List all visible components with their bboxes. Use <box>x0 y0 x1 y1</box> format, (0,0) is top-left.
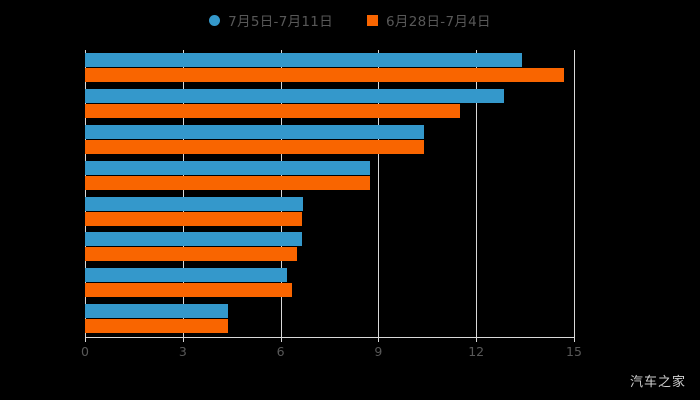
bar-美国-series-2[interactable] <box>85 68 565 82</box>
gridline-x-15 <box>574 50 575 337</box>
bar-日本-series-2[interactable] <box>85 211 302 226</box>
legend-label-series-2: 6月28日-7月4日 <box>386 14 491 30</box>
bar-法国-series-1[interactable] <box>85 232 302 247</box>
bar-其他-series-1[interactable] <box>85 304 229 319</box>
bar-英国-series-2[interactable] <box>85 175 371 190</box>
bar-中国-series-2[interactable] <box>85 283 292 298</box>
gridline-x-0 <box>85 50 86 337</box>
chart-row: 德国 <box>85 86 574 122</box>
chart-legend: 7月5日-7月11日 6月28日-7月4日 <box>0 8 700 32</box>
x-axis-tick-label-15: 15 <box>566 344 582 359</box>
x-axis-tick-label-0: 0 <box>81 344 89 359</box>
chart-row: 英国 <box>85 158 574 194</box>
x-axis-tick-mark-9 <box>378 337 380 342</box>
x-axis-line <box>85 337 575 338</box>
x-axis-tick-label-9: 9 <box>374 344 383 359</box>
x-axis-tick-mark-3 <box>182 337 184 342</box>
x-axis-tick-label-6: 6 <box>276 344 285 359</box>
x-axis-tick-mark-12 <box>476 337 478 342</box>
bar-日本-series-1[interactable] <box>85 196 304 211</box>
bar-德国-series-2[interactable] <box>85 103 460 118</box>
gridline-x-9 <box>378 50 380 337</box>
chart-plot-area: 美国德国韩国英国日本法国中国其他 <box>85 50 575 337</box>
x-axis-tick-mark-0 <box>85 337 86 342</box>
bar-其他-series-2[interactable] <box>85 319 229 334</box>
chart-row: 日本 <box>85 194 574 230</box>
gridline-x-6 <box>280 50 282 337</box>
legend-marker-square-icon <box>367 14 378 26</box>
bar-中国-series-1[interactable] <box>85 268 288 283</box>
x-axis-tick-mark-15 <box>574 337 575 342</box>
bar-美国-series-1[interactable] <box>85 53 522 67</box>
watermark-label: 汽车之家 <box>629 375 686 390</box>
x-axis-tick-label-3: 3 <box>178 344 187 359</box>
bar-韩国-series-1[interactable] <box>85 124 425 139</box>
gridline-x-3 <box>182 50 184 337</box>
legend-item-series-1[interactable]: 7月5日-7月11日 <box>209 10 333 30</box>
chart-row: 法国 <box>85 229 574 265</box>
chart-row: 其他 <box>85 301 574 337</box>
chart-row: 中国 <box>85 265 574 301</box>
gridline-x-12 <box>476 50 478 337</box>
x-axis-tick-label-12: 12 <box>468 344 485 359</box>
legend-marker-circle-icon <box>209 14 221 26</box>
bar-英国-series-1[interactable] <box>85 160 371 175</box>
bar-法国-series-2[interactable] <box>85 247 297 262</box>
legend-item-series-2[interactable]: 6月28日-7月4日 <box>367 10 491 30</box>
bar-德国-series-1[interactable] <box>85 88 504 103</box>
bar-韩国-series-2[interactable] <box>85 139 425 154</box>
chart-row: 美国 <box>85 50 574 86</box>
x-axis-tick-mark-6 <box>280 337 282 342</box>
chart-row: 韩国 <box>85 122 574 158</box>
legend-label-series-1: 7月5日-7月11日 <box>228 14 333 30</box>
